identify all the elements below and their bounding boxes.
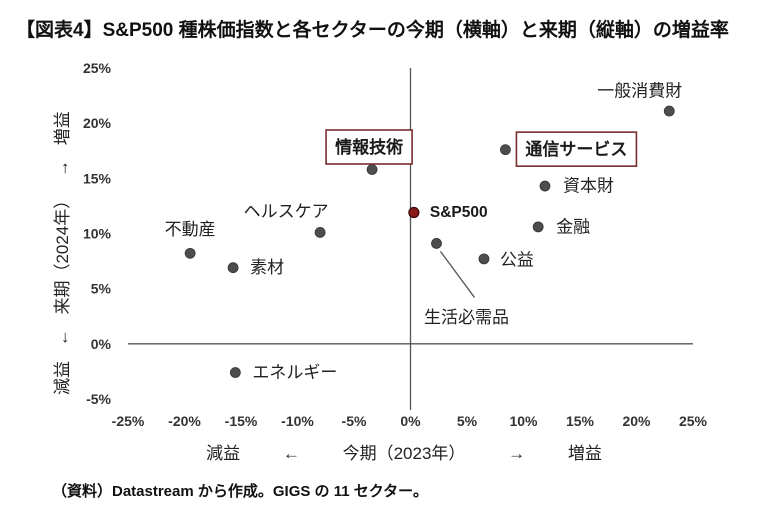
point-label: 通信サービス (525, 139, 627, 159)
point-label-group: 通信サービス (515, 131, 638, 167)
scatter-point (229, 367, 241, 378)
point-label: 生活必需品 (424, 308, 509, 327)
scatter-point (431, 238, 442, 249)
x-tick-label: -15% (225, 413, 258, 429)
x-tick-label: 0% (400, 413, 421, 429)
label-highlight-box (325, 129, 413, 165)
y-tick-label: 5% (91, 281, 112, 297)
x-tick-label: 15% (566, 413, 595, 429)
point-label-group: 資本財 (563, 177, 614, 196)
index-point (408, 206, 420, 219)
point-label-group: 情報技術 (325, 129, 413, 165)
scatter-point (478, 253, 490, 265)
point-label: 情報技術 (335, 137, 403, 157)
point-label-group: ヘルスケア (244, 202, 329, 221)
point-label: 金融 (556, 217, 590, 236)
scatter-point (366, 164, 378, 175)
point-label-group: エネルギー (252, 363, 337, 382)
point-label: 不動産 (165, 220, 216, 239)
x-tick-label: 20% (622, 413, 651, 429)
point-label-group: S&P500 (430, 204, 488, 221)
point-label: エネルギー (252, 363, 337, 382)
label-highlight-box (515, 131, 638, 167)
x-tick-label: 5% (457, 413, 478, 429)
y-tick-label: 10% (83, 226, 112, 242)
point-label-group: 素材 (250, 258, 284, 277)
scatter-point (532, 221, 544, 233)
scatter-point (663, 105, 675, 117)
point-label: S&P500 (430, 204, 488, 221)
point-label: 一般消費財 (597, 82, 682, 101)
y-tick-labels: 25% 20% 15% 10% 5% 0% -5% (83, 60, 112, 407)
x-tick-label: -20% (168, 413, 201, 429)
y-tick-label: 0% (91, 336, 112, 352)
y-tick-label: 25% (83, 60, 112, 76)
x-tick-label: -10% (281, 413, 314, 429)
y-tick-label: -5% (86, 391, 111, 407)
axes (128, 68, 693, 410)
leader-lines (439, 251, 476, 298)
x-tick-label: -5% (342, 413, 367, 429)
point-label: 公益 (500, 250, 534, 269)
leader-line (439, 251, 476, 298)
source-note: （資料）Datastream から作成。GIGS の 11 セクター。 (52, 483, 428, 500)
y-tick-label: 20% (83, 115, 112, 131)
x-tick-label: 25% (679, 413, 708, 429)
point-label: ヘルスケア (244, 202, 329, 221)
x-tick-label: -25% (112, 413, 145, 429)
scatter-point (314, 226, 326, 238)
x-tick-label: 10% (509, 413, 538, 429)
point-label: 素材 (250, 258, 284, 277)
scatter-point (500, 144, 511, 156)
point-label-group: 公益 (500, 250, 534, 269)
scatter-point (184, 247, 196, 259)
x-tick-labels: -25% -20% -15% -10% -5% 0% 5% 10% 15% 20% 25% (112, 413, 708, 429)
scatter-point (227, 262, 239, 274)
scatter-point (539, 180, 551, 192)
data-points (184, 105, 675, 378)
point-label-group: 金融 (556, 217, 590, 236)
point-label-group: 生活必需品 (424, 308, 509, 327)
y-axis-title: 減益 ← 来期（2024年） → 増益 (53, 111, 72, 395)
chart-title: 【図表4】S&P500 種株価指数と各セクターの今期（横軸）と来期（縦軸）の増益… (16, 20, 729, 41)
point-label: 資本財 (563, 177, 614, 196)
x-axis-title: 減益 ← 今期（2023年） → 増益 (206, 444, 602, 463)
point-label-group: 一般消費財 (597, 82, 682, 101)
point-label-group: 不動産 (165, 220, 216, 239)
y-tick-label: 15% (83, 170, 112, 186)
